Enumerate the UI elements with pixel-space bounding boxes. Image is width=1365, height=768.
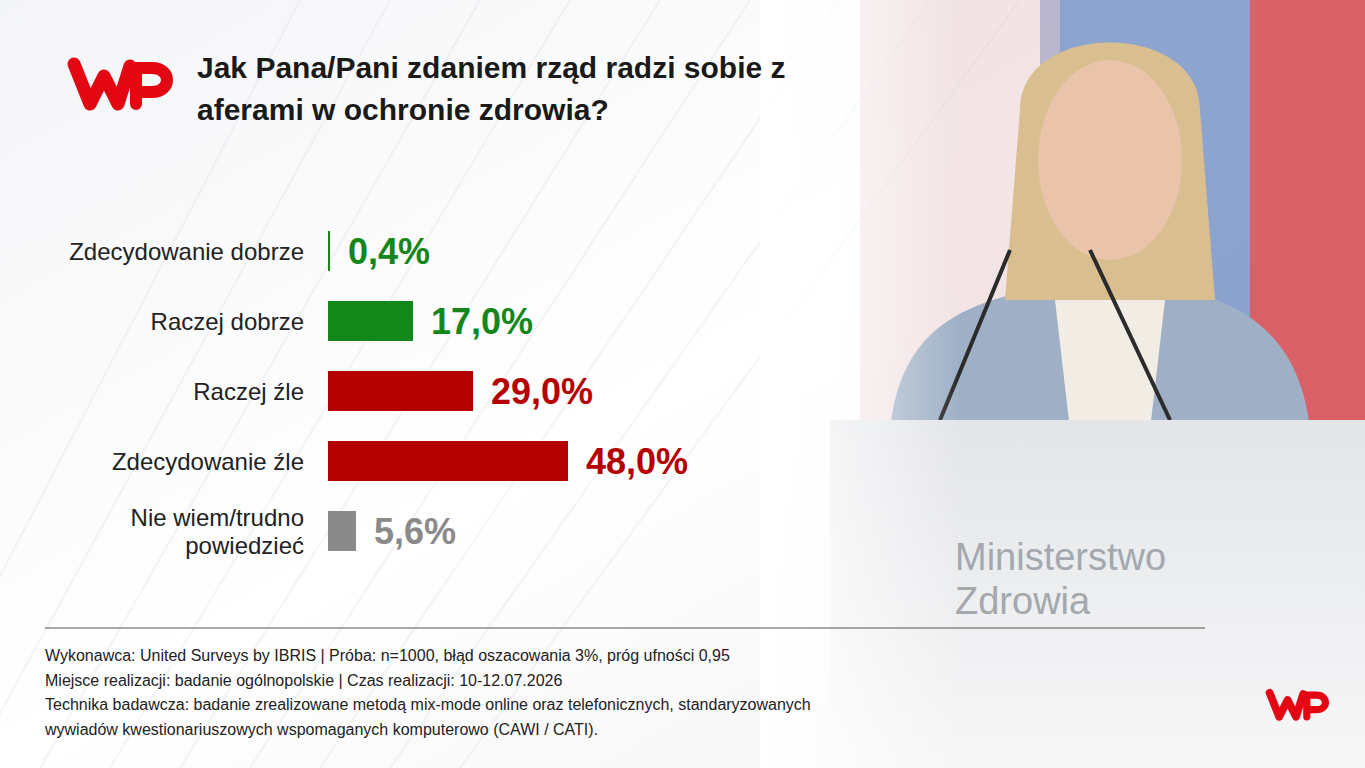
category-label: Raczej dobrze: [151, 308, 304, 335]
podium-text-line: Zdrowia: [955, 580, 1091, 622]
footer-rule: [45, 627, 1205, 628]
footer-note: Miejsce realizacji: badanie ogólnopolski…: [45, 672, 562, 689]
person-shirt: [1055, 300, 1165, 430]
photo: MinisterstwoZdrowia: [760, 0, 1365, 768]
bar: [328, 441, 568, 481]
footer-note: Wykonawca: United Surveys by IBRIS | Pró…: [45, 647, 730, 664]
podium-text: MinisterstwoZdrowia: [955, 536, 1166, 622]
background: [0, 0, 1365, 768]
logo: [74, 64, 167, 104]
person-hair: [1005, 43, 1215, 301]
background-lines: [0, 0, 1020, 768]
bar: [328, 301, 413, 341]
category-label: Zdecydowanie źle: [112, 448, 304, 475]
category-label-line: Zdecydowanie źle: [112, 448, 304, 475]
bar: [328, 231, 330, 271]
category-label-line: Raczej dobrze: [151, 308, 304, 335]
logo: [1270, 693, 1326, 717]
title-line: Jak Pana/Pani zdaniem rząd radzi sobie z: [197, 51, 786, 84]
value-label: 0,4%: [348, 231, 430, 272]
chart-root: MinisterstwoZdrowia Jak Pana/Pani zdaniem…: [0, 0, 1365, 768]
logo-w: [1270, 693, 1304, 717]
category-label-line: Zdecydowanie dobrze: [69, 238, 304, 265]
category-label: Zdecydowanie dobrze: [69, 238, 304, 265]
photo-fade: [760, 0, 960, 768]
category-label: Raczej źle: [193, 378, 304, 405]
bar: [328, 371, 473, 411]
logo-w: [74, 64, 130, 104]
value-label: 29,0%: [491, 371, 593, 412]
value-label: 17,0%: [431, 301, 533, 342]
category-label: Nie wiem/trudnopowiedzieć: [131, 504, 304, 559]
value-label: 48,0%: [586, 441, 688, 482]
footer-note: wywiadów kwestionariuszowych wspomaganyc…: [44, 721, 598, 738]
category-label-line: powiedzieć: [185, 532, 304, 559]
person-face: [1038, 60, 1182, 260]
category-label-line: Raczej źle: [193, 378, 304, 405]
logo-p: [1307, 695, 1326, 717]
podium-text-line: Ministerstwo: [955, 536, 1166, 578]
title: Jak Pana/Pani zdaniem rząd radzi sobie z…: [197, 51, 786, 126]
bar: [328, 511, 356, 551]
title-line: aferami w ochronie zdrowia?: [197, 93, 609, 126]
footer-note: Technika badawcza: badanie zrealizowane …: [45, 696, 811, 713]
category-label-line: Nie wiem/trudno: [131, 504, 304, 531]
labels: Zdecydowanie dobrze 0,4% Raczej dobrze 17,0…: [69, 231, 688, 559]
value-label: 5,6%: [374, 511, 456, 552]
logo-p: [136, 68, 167, 104]
microphone: [1090, 250, 1170, 420]
